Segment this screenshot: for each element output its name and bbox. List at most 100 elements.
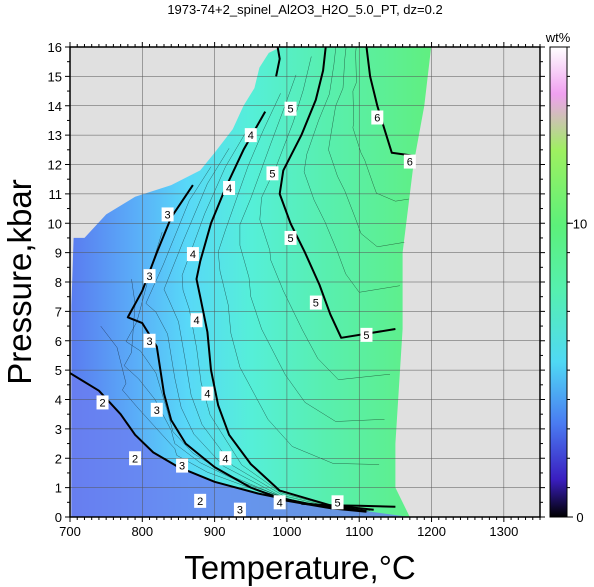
y-tick-label: 8 [55,275,62,290]
thin-contour-line [181,129,372,511]
contour-label-text: 3 [237,505,243,517]
y-tick-label: 6 [55,334,62,349]
contour-label: 3 [143,333,156,348]
y-tick-label: 12 [48,158,62,173]
contour-label-bg [143,269,156,284]
y-tick-label: 3 [55,422,62,437]
contour-labels: 2 2 2 3 3 3 3 3 3 4 4 4 4 4 4 4 5 5 5 5 5 5 6 6 [96,101,416,517]
thin-contour-line [259,56,391,380]
x-tick-label: 1300 [489,524,518,539]
contour-label-text: 4 [193,315,199,327]
contour-label-bg [331,495,344,510]
contour-label-bg [190,313,203,328]
contour-label: 3 [233,502,246,517]
contour-label-text: 5 [334,497,340,509]
contour-label: 5 [266,166,279,181]
contour-label-text: 5 [363,330,369,342]
chart-title: 1973-74+2_spinel_Al2O3_H2O_5.0_PT, dz=0.… [167,2,442,17]
thin-contour-line [328,47,405,248]
contour-label-bg [143,333,156,348]
contour-label: 4 [219,451,232,466]
x-axis-title: Temperature,°C [184,549,415,586]
x-tick-label: 700 [59,524,81,539]
contour-line-4 [275,47,281,77]
contour-label-text: 5 [287,104,293,116]
contour-label-text: 3 [146,271,152,283]
x-tick-label: 1000 [272,524,301,539]
contour-label-bg [223,181,236,195]
contour-label: 2 [129,451,142,466]
colorbar-label: wt% [545,30,571,45]
contour-label: 2 [96,395,109,410]
contour-label-bg [219,451,232,466]
contour-label-text: 3 [165,209,171,221]
contour-label-bg [129,451,142,466]
contour-label: 2 [194,493,207,508]
grid-lines [70,47,540,517]
contour-label-bg [244,128,257,143]
thin-contour-line [352,47,409,202]
contour-label-bg [161,207,174,222]
contour-label: 3 [143,269,156,284]
contour-label-text: 2 [132,453,138,465]
contour-label-text: 6 [407,157,413,169]
contour-label: 5 [284,101,297,116]
contour-label-text: 4 [226,183,232,195]
y-tick-label: 14 [48,99,62,114]
y-tick-label: 11 [49,187,63,202]
low-value-region [71,373,410,517]
contour-label: 5 [331,495,344,510]
x-tick-label: 1200 [417,524,446,539]
colorbar-tick-label: 0 [576,510,583,525]
contour-label: 5 [309,295,322,310]
contour-label-text: 2 [99,397,105,409]
thin-contour-line [217,93,380,465]
contour-label-text: 3 [154,405,160,417]
thin-contour-line [303,47,400,293]
contour-label-text: 2 [197,496,203,508]
contour-label: 5 [360,327,373,342]
contour-label-bg [371,110,384,125]
y-tick-label: 5 [55,363,62,378]
colorbar [549,46,568,518]
contour-label-bg [360,327,373,342]
colorbar-ticks: 0 10 [567,46,587,525]
colorbar-tick-label: 10 [573,216,587,231]
y-tick-label: 1 [55,481,62,496]
contour-label-text: 3 [146,336,152,348]
contour-label: 4 [244,128,257,143]
contour-label-bg [96,395,109,410]
x-tick-label: 800 [131,524,153,539]
contour-label: 4 [190,313,203,328]
contour-label-text: 4 [277,497,283,509]
contour-label-text: 4 [222,453,228,465]
contour-label-bg [403,154,416,169]
y-tick-label: 10 [48,216,62,231]
y-tick-label: 7 [55,304,62,319]
contour-label: 3 [161,207,174,222]
contour-label-bg [266,166,279,181]
x-tick-label: 1100 [345,524,373,539]
contour-label-bg [150,402,163,417]
contour-label-bg [309,295,322,310]
y-tick-label: 2 [55,451,62,466]
y-tick-label: 0 [55,510,62,525]
contour-label-bg [233,502,246,517]
contour-label-bg [284,101,297,116]
contour-label: 5 [284,230,297,245]
y-tick-label: 13 [48,128,62,143]
contour-label-bg [186,247,199,262]
y-tick-label: 15 [48,69,62,84]
contour-label-text: 4 [204,389,210,401]
contour-label-text: 5 [269,168,275,180]
contour-label: 4 [201,386,214,401]
contour-label-bg [273,495,286,510]
y-tick-label: 16 [48,40,62,55]
contour-label-bg [176,458,189,473]
y-tick-label: 4 [55,393,62,408]
y-tick-label: 9 [55,246,62,261]
contour-label: 4 [186,247,199,262]
x-tick-label: 900 [204,524,226,539]
contour-label: 3 [150,402,163,417]
